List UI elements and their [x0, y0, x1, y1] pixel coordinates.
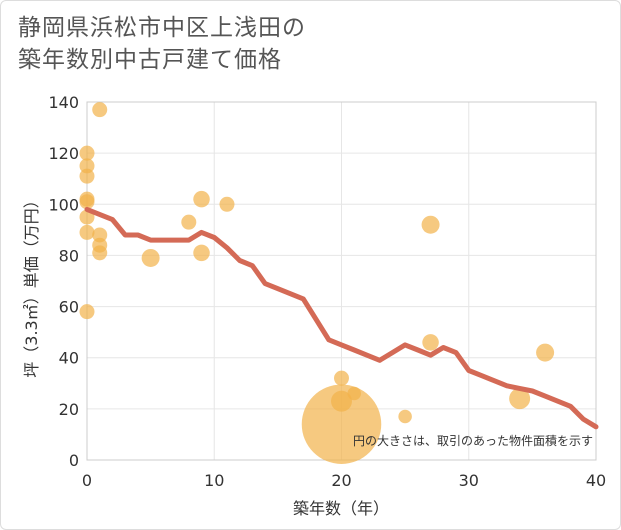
scatter-point: [398, 409, 412, 424]
scatter-point: [334, 370, 349, 386]
scatter-point: [301, 384, 382, 464]
chart-title-line-1: 静岡県浜松市中区上浅田の: [18, 15, 306, 41]
x-tick-label: 10: [204, 471, 224, 490]
trend-line: [84, 206, 599, 430]
scatter-points: [79, 102, 555, 464]
y-tick-label: 140: [48, 93, 79, 112]
scatter-point: [219, 196, 235, 212]
y-tick-label: 100: [48, 195, 79, 214]
y-tick-label: 0: [69, 451, 79, 470]
scatter-point: [79, 145, 95, 161]
y-tick-label: 80: [59, 246, 79, 265]
scatter-point: [92, 102, 108, 118]
x-tick-label: 30: [459, 471, 479, 490]
x-tick-label: 20: [331, 471, 351, 490]
y-axis-ticks: 0 20 40 60 80 100 120 140: [48, 93, 79, 470]
x-axis-ticks: 0 10 20 30 40: [82, 471, 606, 490]
scatter-point: [141, 248, 160, 267]
x-axis-label: 築年数（年）: [293, 499, 389, 518]
y-tick-label: 60: [59, 298, 79, 317]
scatter-point: [193, 190, 210, 208]
chart-title: 静岡県浜松市中区上浅田の 築年数別中古戸建て価格: [18, 12, 306, 76]
scatter-point: [536, 343, 555, 362]
scatter-point: [347, 386, 361, 401]
scatter-point: [193, 244, 210, 262]
scatter-point: [79, 224, 95, 240]
y-tick-label: 40: [59, 349, 79, 368]
y-tick-label: 20: [59, 400, 79, 419]
y-axis-label: 坪（3.3㎡）単価（万円）: [22, 192, 41, 377]
x-tick-label: 40: [586, 471, 606, 490]
size-legend-note: 円の大きさは、取引のあった物件面積を示す: [353, 433, 593, 448]
scatter-point: [421, 215, 440, 234]
chart-title-line-2: 築年数別中古戸建て価格: [18, 47, 282, 73]
y-tick-label: 120: [48, 144, 79, 163]
scatter-point: [92, 245, 108, 261]
scatter-point: [181, 214, 197, 230]
scatter-point: [509, 388, 531, 410]
scatter-point: [79, 168, 95, 184]
scatter-point: [79, 304, 95, 320]
scatter-point: [422, 334, 439, 351]
x-tick-label: 0: [82, 471, 92, 490]
scatter-point: [79, 194, 95, 210]
